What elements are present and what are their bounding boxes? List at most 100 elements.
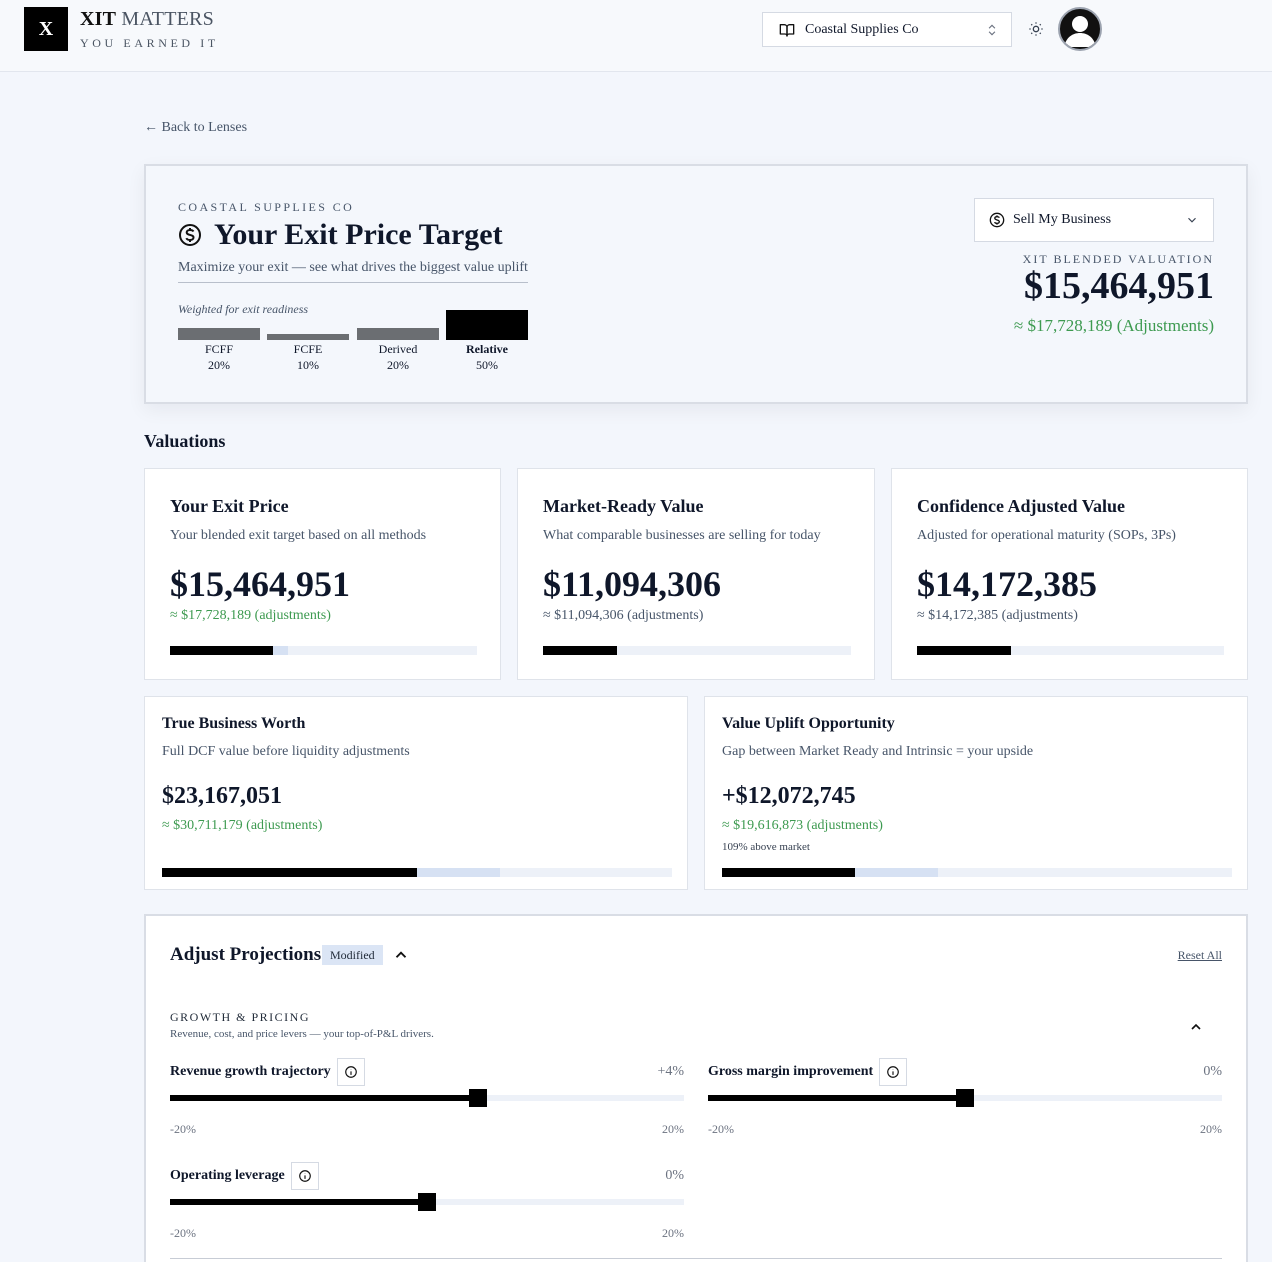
card-description: Adjusted for operational maturity (SOPs,… bbox=[917, 528, 1176, 543]
back-to-lenses-link[interactable]: ← Back to Lenses bbox=[144, 120, 248, 135]
sun-icon bbox=[1029, 22, 1043, 36]
method-weights: FCFF 20% FCFE 10% Derived 20% Relative 50% bbox=[178, 308, 528, 378]
info-button[interactable] bbox=[337, 1058, 365, 1086]
market-ready-card[interactable]: Market-Ready Value What comparable busine… bbox=[517, 468, 875, 680]
value-bar-fill bbox=[170, 646, 273, 655]
value-bar-fill bbox=[917, 646, 1011, 655]
slider-fill bbox=[708, 1095, 965, 1101]
confidence-adjusted-card[interactable]: Confidence Adjusted Value Adjusted for op… bbox=[891, 468, 1248, 680]
slider-max: 20% bbox=[662, 1226, 684, 1240]
reset-all-button[interactable]: Reset All bbox=[1177, 948, 1222, 962]
hero-subtitle: Maximize your exit — see what drives the… bbox=[178, 260, 528, 283]
card-description: What comparable businesses are selling f… bbox=[543, 528, 821, 543]
weight-pct: 10% bbox=[297, 358, 319, 372]
slider-track[interactable] bbox=[708, 1089, 1222, 1107]
top-bar: X XIT MATTERS YOU EARNED IT Coastal Supp… bbox=[0, 0, 1272, 72]
weight-derived: Derived 20% bbox=[357, 308, 439, 378]
brand-name-bold: XIT bbox=[80, 8, 117, 30]
company-select[interactable]: Coastal Supplies Co bbox=[762, 12, 1012, 47]
card-adjusted-value: ≈ $19,616,873 (adjustments) bbox=[722, 818, 883, 833]
value-uplift-card[interactable]: Value Uplift Opportunity Gap between Mark… bbox=[704, 696, 1248, 890]
weight-pct: 20% bbox=[387, 358, 409, 372]
slider-thumb[interactable] bbox=[956, 1089, 974, 1107]
hero-company-name: COASTAL SUPPLIES CO bbox=[178, 200, 355, 214]
brand-tagline: YOU EARNED IT bbox=[80, 36, 219, 50]
weight-bar bbox=[357, 328, 439, 340]
card-title: Value Uplift Opportunity bbox=[722, 715, 895, 732]
theme-toggle-button[interactable] bbox=[1024, 17, 1048, 41]
chevron-up-down-icon bbox=[988, 24, 996, 35]
card-value: +$12,072,745 bbox=[722, 783, 856, 809]
user-avatar-button[interactable] bbox=[1058, 7, 1102, 51]
slider-min: -20% bbox=[170, 1122, 196, 1136]
exit-price-hero: COASTAL SUPPLIES CO Your Exit Price Targ… bbox=[144, 164, 1248, 404]
slider-thumb[interactable] bbox=[418, 1193, 436, 1211]
info-button[interactable] bbox=[291, 1162, 319, 1190]
slider-thumb[interactable] bbox=[469, 1089, 488, 1107]
slider-label: Revenue growth trajectory bbox=[170, 1064, 331, 1079]
card-adjusted-value: ≈ $11,094,306 (adjustments) bbox=[543, 608, 704, 623]
goal-select[interactable]: Sell My Business bbox=[974, 198, 1214, 242]
collapse-panel-button[interactable] bbox=[392, 946, 410, 969]
slider-value: 0% bbox=[665, 1168, 684, 1183]
weight-bar bbox=[178, 328, 260, 340]
slider-label: Operating leverage bbox=[170, 1168, 285, 1183]
gross-margin-slider: Gross margin improvement 0% -20% 20% bbox=[708, 1058, 1222, 1154]
weight-name: Derived bbox=[378, 342, 418, 356]
goal-select-value: Sell My Business bbox=[1013, 212, 1112, 227]
modified-badge: Modified bbox=[322, 945, 383, 965]
weight-pct: 50% bbox=[476, 358, 498, 372]
collapse-group-button[interactable] bbox=[1188, 1019, 1204, 1040]
weight-fcff: FCFF 20% bbox=[178, 308, 260, 378]
user-avatar-icon bbox=[1064, 16, 1096, 47]
card-title: Market-Ready Value bbox=[543, 496, 704, 516]
card-adjusted-value: ≈ $17,728,189 (adjustments) bbox=[170, 608, 331, 623]
slider-fill bbox=[170, 1095, 479, 1101]
slider-fill bbox=[170, 1199, 427, 1205]
group-title: GROWTH & PRICING bbox=[170, 1010, 310, 1024]
slider-track[interactable] bbox=[170, 1089, 684, 1107]
weight-bar bbox=[267, 334, 349, 340]
card-title: True Business Worth bbox=[162, 715, 306, 732]
page-title-text: Your Exit Price Target bbox=[214, 218, 503, 251]
weights-label: Weighted for exit readiness bbox=[178, 302, 309, 316]
weight-bar bbox=[446, 310, 528, 340]
slider-track[interactable] bbox=[170, 1193, 684, 1211]
info-icon bbox=[345, 1066, 357, 1078]
card-value: $14,172,385 bbox=[917, 564, 1097, 604]
logo[interactable]: X bbox=[24, 7, 68, 51]
slider-min: -20% bbox=[170, 1226, 196, 1240]
value-bar-track bbox=[917, 646, 1224, 655]
true-worth-card[interactable]: True Business Worth Full DCF value before… bbox=[144, 696, 688, 890]
card-title: Your Exit Price bbox=[170, 496, 289, 516]
exit-price-card[interactable]: Your Exit Price Your blended exit target … bbox=[144, 468, 501, 680]
value-bar-track bbox=[170, 646, 477, 655]
value-bar-fill bbox=[162, 868, 417, 877]
card-description: Your blended exit target based on all me… bbox=[170, 528, 427, 543]
blended-valuation-adjusted: ≈ $17,728,189 (Adjustments) bbox=[1013, 316, 1214, 335]
card-description: Full DCF value before liquidity adjustme… bbox=[162, 744, 410, 759]
info-button[interactable] bbox=[879, 1058, 907, 1086]
company-select-value: Coastal Supplies Co bbox=[805, 21, 919, 37]
slider-min: -20% bbox=[708, 1122, 734, 1136]
weight-name: FCFE bbox=[293, 342, 323, 356]
slider-value: 0% bbox=[1203, 1064, 1222, 1079]
card-description: Gap between Market Ready and Intrinsic =… bbox=[722, 744, 1034, 759]
revenue-growth-slider: Revenue growth trajectory +4% -20% 20% bbox=[170, 1058, 684, 1154]
blended-valuation-value: $15,464,951 bbox=[1024, 265, 1214, 307]
weight-fcfe: FCFE 10% bbox=[267, 308, 349, 378]
info-icon bbox=[299, 1170, 311, 1182]
card-adjusted-value: ≈ $14,172,385 (adjustments) bbox=[917, 608, 1078, 623]
chevron-up-icon bbox=[1191, 1023, 1201, 1030]
card-value: $23,167,051 bbox=[162, 783, 282, 809]
weight-pct: 20% bbox=[208, 358, 230, 372]
info-icon bbox=[887, 1066, 899, 1078]
card-title: Confidence Adjusted Value bbox=[917, 496, 1126, 516]
dollar-circle-icon bbox=[989, 212, 1005, 228]
card-adjusted-value: ≈ $30,711,179 (adjustments) bbox=[162, 818, 323, 833]
blended-valuation-label: XIT BLENDED VALUATION bbox=[1022, 252, 1214, 266]
brand-name: XIT MATTERS bbox=[80, 8, 214, 31]
page-title: Your Exit Price Target bbox=[178, 218, 503, 252]
card-value: $15,464,951 bbox=[170, 564, 350, 604]
slider-value: +4% bbox=[657, 1064, 684, 1079]
